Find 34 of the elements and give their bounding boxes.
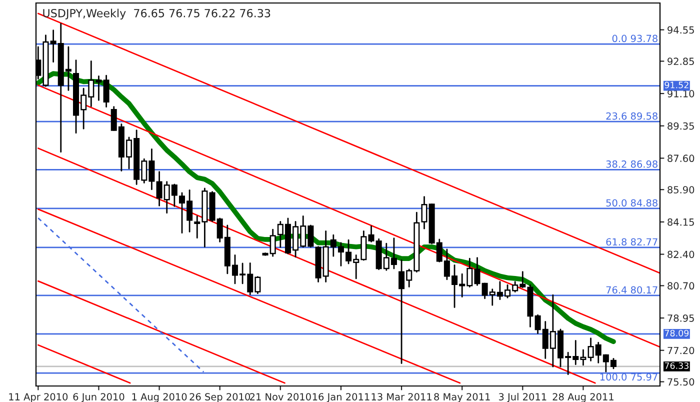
- text: USDJPY,Weekly 76.65 76.75 76.22 76.33: [43, 8, 270, 20]
- ref-line-label: 61.8 82.77: [606, 238, 658, 246]
- y-tick-label: 89.35: [668, 122, 694, 130]
- x-tick-label: 26 Sep 2010: [190, 393, 250, 402]
- x-tick-label: 16 Jan 2011: [312, 393, 370, 402]
- x-tick-label: 21 Nov 2010: [250, 393, 311, 400]
- y-tick-label: 75.50: [668, 378, 694, 386]
- y-tick-label: 84.15: [668, 218, 694, 226]
- text: 76.33: [664, 362, 689, 369]
- x-tick-label: 6 Jun 2010: [73, 393, 124, 402]
- x-tick-label: 28 Aug 2011: [552, 393, 614, 402]
- ref-line-label: 0.0 93.78: [612, 34, 658, 42]
- y-tick-label: 78.95: [668, 314, 694, 322]
- x-tick-label: 3 Jul 2011: [498, 392, 546, 402]
- ref-line-label: 23.6 89.58: [606, 112, 658, 120]
- y-tick-label: 92.85: [668, 58, 694, 66]
- text: 78.09: [664, 330, 689, 336]
- text: 91.52: [664, 82, 688, 88]
- ref-line-label: 100.0 75.97: [600, 373, 658, 381]
- y-tick-label: 91.10: [668, 90, 694, 98]
- y-tick-label: 77.20: [668, 346, 694, 354]
- y-tick-label: 94.55: [668, 26, 694, 34]
- ref-line-label: 76.4 80.17: [606, 286, 658, 294]
- x-tick-label: 8 May 2011: [434, 393, 490, 402]
- y-tick-label: 87.60: [668, 154, 694, 162]
- candlestick: [103, 74, 110, 108]
- ref-line-label: 38.2 86.98: [606, 160, 658, 168]
- x-tick-label: 13 Mar 2011: [372, 393, 432, 400]
- y-tick-label: 82.40: [668, 250, 694, 258]
- y-tick-label: 85.90: [668, 186, 694, 194]
- x-tick-label: 11 Apr 2010: [9, 393, 68, 402]
- y-tick-label: 80.70: [668, 282, 694, 290]
- ref-line-label: 50.0 84.88: [606, 199, 658, 207]
- x-tick-label: 1 Aug 2010: [132, 393, 187, 402]
